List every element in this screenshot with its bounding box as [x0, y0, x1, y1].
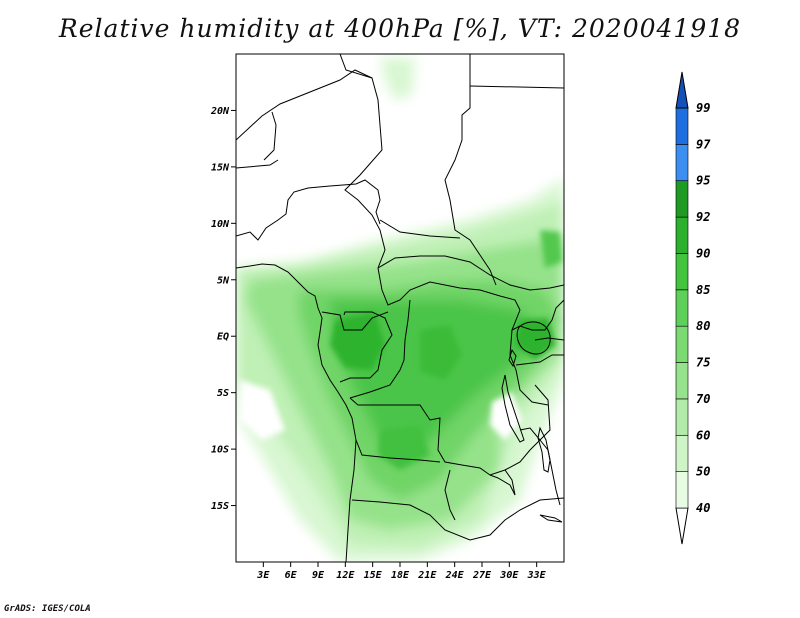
colorbar-level-label: 40 — [696, 501, 710, 515]
colorbar-segment — [675, 216, 689, 254]
colorbar-segment — [675, 362, 689, 400]
lon-tick-label: 6E — [285, 570, 298, 581]
colorbar-level-label: 70 — [696, 392, 710, 406]
colorbar-level-label: 99 — [696, 101, 710, 115]
colorbar-segment — [675, 289, 689, 327]
longitude-axis: 3E 6E 9E 12E 15E 18E 21E 24E 27E 30E 33E — [256, 562, 547, 581]
humidity-field — [236, 58, 564, 562]
colorbar-level-label: 80 — [696, 319, 710, 333]
colorbar-segment — [675, 471, 689, 509]
grads-credit: GrADS: IGES/COLA — [4, 604, 91, 614]
lat-tick-label: 20N — [210, 106, 230, 117]
lon-tick-label: 12E — [336, 570, 355, 581]
lon-tick-label: 30E — [499, 570, 519, 581]
colorbar: 40 50 60 70 75 80 85 90 92 95 97 99 — [675, 71, 711, 545]
colorbar-level-label: 60 — [696, 428, 710, 442]
lon-tick-label: 21E — [417, 570, 437, 581]
colorbar-segment — [675, 325, 689, 363]
lat-tick-label: 15S — [211, 501, 229, 512]
lon-tick-label: 27E — [472, 570, 492, 581]
lon-tick-label: 9E — [312, 570, 325, 581]
lat-tick-label: EQ — [217, 332, 229, 343]
lon-tick-label: 24E — [445, 570, 465, 581]
chart-title: Relative humidity at 400hPa [%], VT: 202… — [58, 14, 742, 43]
colorbar-segment — [675, 398, 689, 436]
lon-tick-label: 3E — [256, 570, 270, 581]
colorbar-level-label: 90 — [696, 246, 710, 260]
lat-tick-label: 5N — [217, 275, 230, 286]
lat-tick-label: 10S — [211, 445, 229, 456]
colorbar-lower-extension — [675, 507, 689, 545]
colorbar-level-label: 75 — [696, 356, 710, 370]
lat-tick-label: 15N — [211, 162, 230, 173]
lon-tick-label: 18E — [391, 570, 410, 581]
lon-tick-label: 15E — [364, 570, 383, 581]
colorbar-segment — [675, 107, 689, 145]
lat-tick-label: 10N — [211, 219, 230, 230]
colorbar-segment — [675, 180, 689, 218]
latitude-axis: 20N 15N 10N 5N EQ 5S 10S 15S — [210, 106, 236, 512]
colorbar-segment — [675, 144, 689, 182]
country-borders — [236, 54, 564, 562]
lon-tick-label: 33E — [527, 570, 547, 581]
colorbar-level-label: 85 — [696, 283, 710, 297]
colorbar-segment — [675, 434, 689, 472]
colorbar-upper-extension — [675, 71, 689, 109]
colorbar-level-label: 50 — [696, 465, 710, 479]
colorbar-level-label: 95 — [696, 174, 710, 188]
colorbar-level-label: 97 — [696, 137, 711, 151]
colorbar-level-label: 92 — [696, 210, 710, 224]
lat-tick-label: 5S — [217, 388, 229, 399]
colorbar-segment — [675, 253, 689, 291]
lakes — [501, 321, 563, 523]
